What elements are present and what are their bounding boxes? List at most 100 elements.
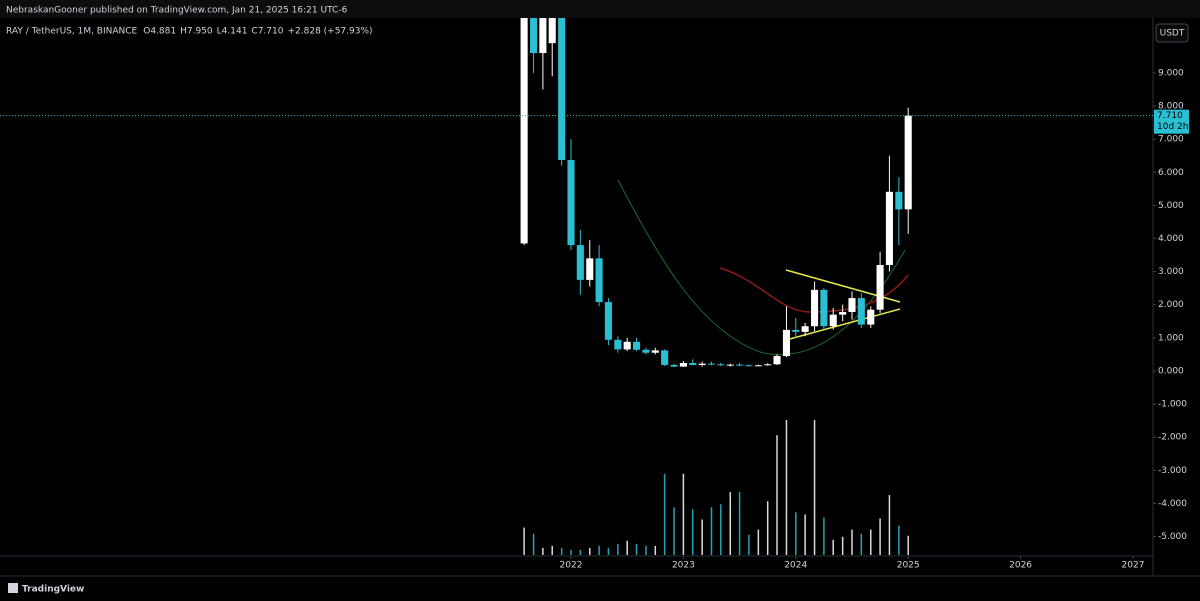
candle-body: [576, 245, 584, 280]
y-tick-label: 5.000: [1158, 201, 1184, 211]
volume-bar: [795, 512, 797, 555]
volume-bar: [851, 529, 853, 555]
candle-body: [820, 289, 828, 327]
volume-bar: [823, 517, 825, 555]
volume-bar: [673, 507, 675, 555]
y-tick-label: -5.000: [1158, 532, 1187, 542]
candle-body: [876, 264, 884, 310]
candle-body: [726, 364, 734, 366]
candle-body: [623, 341, 631, 350]
volume-bar: [579, 549, 582, 555]
volume-bar: [888, 495, 891, 555]
brand: TradingView: [8, 583, 84, 595]
currency[interactable]: USDT: [1160, 29, 1185, 39]
volume-bar: [748, 534, 750, 555]
volume-bar: [738, 492, 741, 555]
y-tick-label: -1.000: [1158, 400, 1187, 410]
currency-button[interactable]: [1155, 23, 1189, 43]
volume-bar: [542, 547, 544, 555]
volume-bar: [598, 545, 600, 555]
volume-bar: [720, 504, 722, 555]
y-tick-label: -3.000: [1158, 466, 1187, 476]
candle-body: [661, 350, 669, 365]
candle-body: [754, 365, 762, 367]
y-tick-label: 0.000: [1158, 366, 1184, 376]
ohlc-value: H7.950: [180, 27, 213, 37]
candle-body: [604, 302, 612, 340]
candle-body: [679, 362, 687, 367]
y-tick-label: 9.000: [1158, 68, 1184, 78]
candle-body: [689, 362, 697, 365]
volume-bar: [682, 473, 685, 555]
volume-bar: [551, 545, 553, 555]
ohlc-legend: O4.881 H7.950 L4.141 C7.710 +2.828 (+57.93%): [143, 27, 372, 37]
symbol: RAY / TetherUS, 1M, BINANCE: [6, 27, 138, 37]
y-tick-label: 3.000: [1158, 267, 1184, 277]
candle-body: [829, 314, 837, 327]
volume-bar: [626, 540, 628, 555]
candle-body: [895, 191, 903, 210]
volume-bar: [691, 509, 694, 555]
volume-bar: [841, 536, 844, 555]
candle-body: [885, 191, 893, 265]
y-tick-label: 7.000: [1158, 135, 1184, 145]
candle-body: [586, 258, 594, 280]
candle-body: [811, 289, 819, 327]
y-tick-label: 6.000: [1158, 168, 1184, 178]
candle-body: [642, 349, 650, 353]
candle-body: [558, 18, 566, 161]
volume-bar: [607, 547, 610, 555]
volume-bar: [560, 547, 563, 555]
x-tick-label: 2023: [672, 561, 695, 571]
y-tick-label: 2.000: [1158, 300, 1184, 310]
candle-body: [698, 363, 706, 365]
red-curve: [719, 267, 909, 313]
candle-body: [745, 365, 753, 367]
candle-body: [707, 363, 716, 365]
y-tick-label: -4.000: [1158, 499, 1187, 509]
brand-name: TradingView: [22, 585, 84, 595]
volume-bar: [757, 529, 760, 555]
publisher-line: NebraskanGooner published on TradingView…: [6, 6, 348, 16]
ohlc-value: O4.881: [143, 27, 176, 37]
x-tick-label: 2022: [560, 561, 583, 571]
candle-body: [848, 298, 856, 312]
x-tick-label: 2027: [1122, 561, 1145, 571]
candle-body: [530, 18, 538, 54]
volume-bar: [813, 420, 816, 555]
volume-bar: [870, 529, 872, 555]
countdown: 10d 2h: [1157, 122, 1188, 132]
candle-body: [539, 18, 547, 54]
volume-bar: [663, 473, 666, 555]
volume-bar: [907, 535, 909, 555]
volume-bar: [832, 539, 834, 555]
volume-bar: [523, 527, 525, 555]
candle-body: [839, 311, 847, 315]
y-tick-label: -2.000: [1158, 433, 1187, 443]
candle-body: [736, 364, 744, 366]
plot: [520, 18, 912, 555]
candle-body: [717, 364, 725, 366]
candle-body: [632, 341, 641, 350]
candle-body: [857, 298, 865, 325]
x-tick-label: 2024: [784, 561, 807, 571]
y-tick-label: 8.000: [1158, 102, 1184, 112]
ohlc-value: C7.710: [251, 27, 283, 37]
volume-bar: [617, 543, 619, 555]
volume-bar: [645, 545, 647, 555]
last-price-label: 7.710: [1157, 111, 1183, 121]
candle-body: [773, 356, 781, 365]
candle-body: [520, 18, 528, 244]
brand-logo: [8, 583, 18, 593]
x-tick-label: 2026: [1009, 561, 1032, 571]
candle-body: [801, 326, 809, 332]
candle-body: [567, 160, 575, 246]
volume-bar: [532, 533, 535, 555]
candle-body: [595, 258, 603, 303]
volume-bar: [766, 501, 769, 555]
volume-bar: [570, 549, 572, 555]
volume-bar: [589, 547, 591, 555]
candle-body: [782, 329, 791, 357]
